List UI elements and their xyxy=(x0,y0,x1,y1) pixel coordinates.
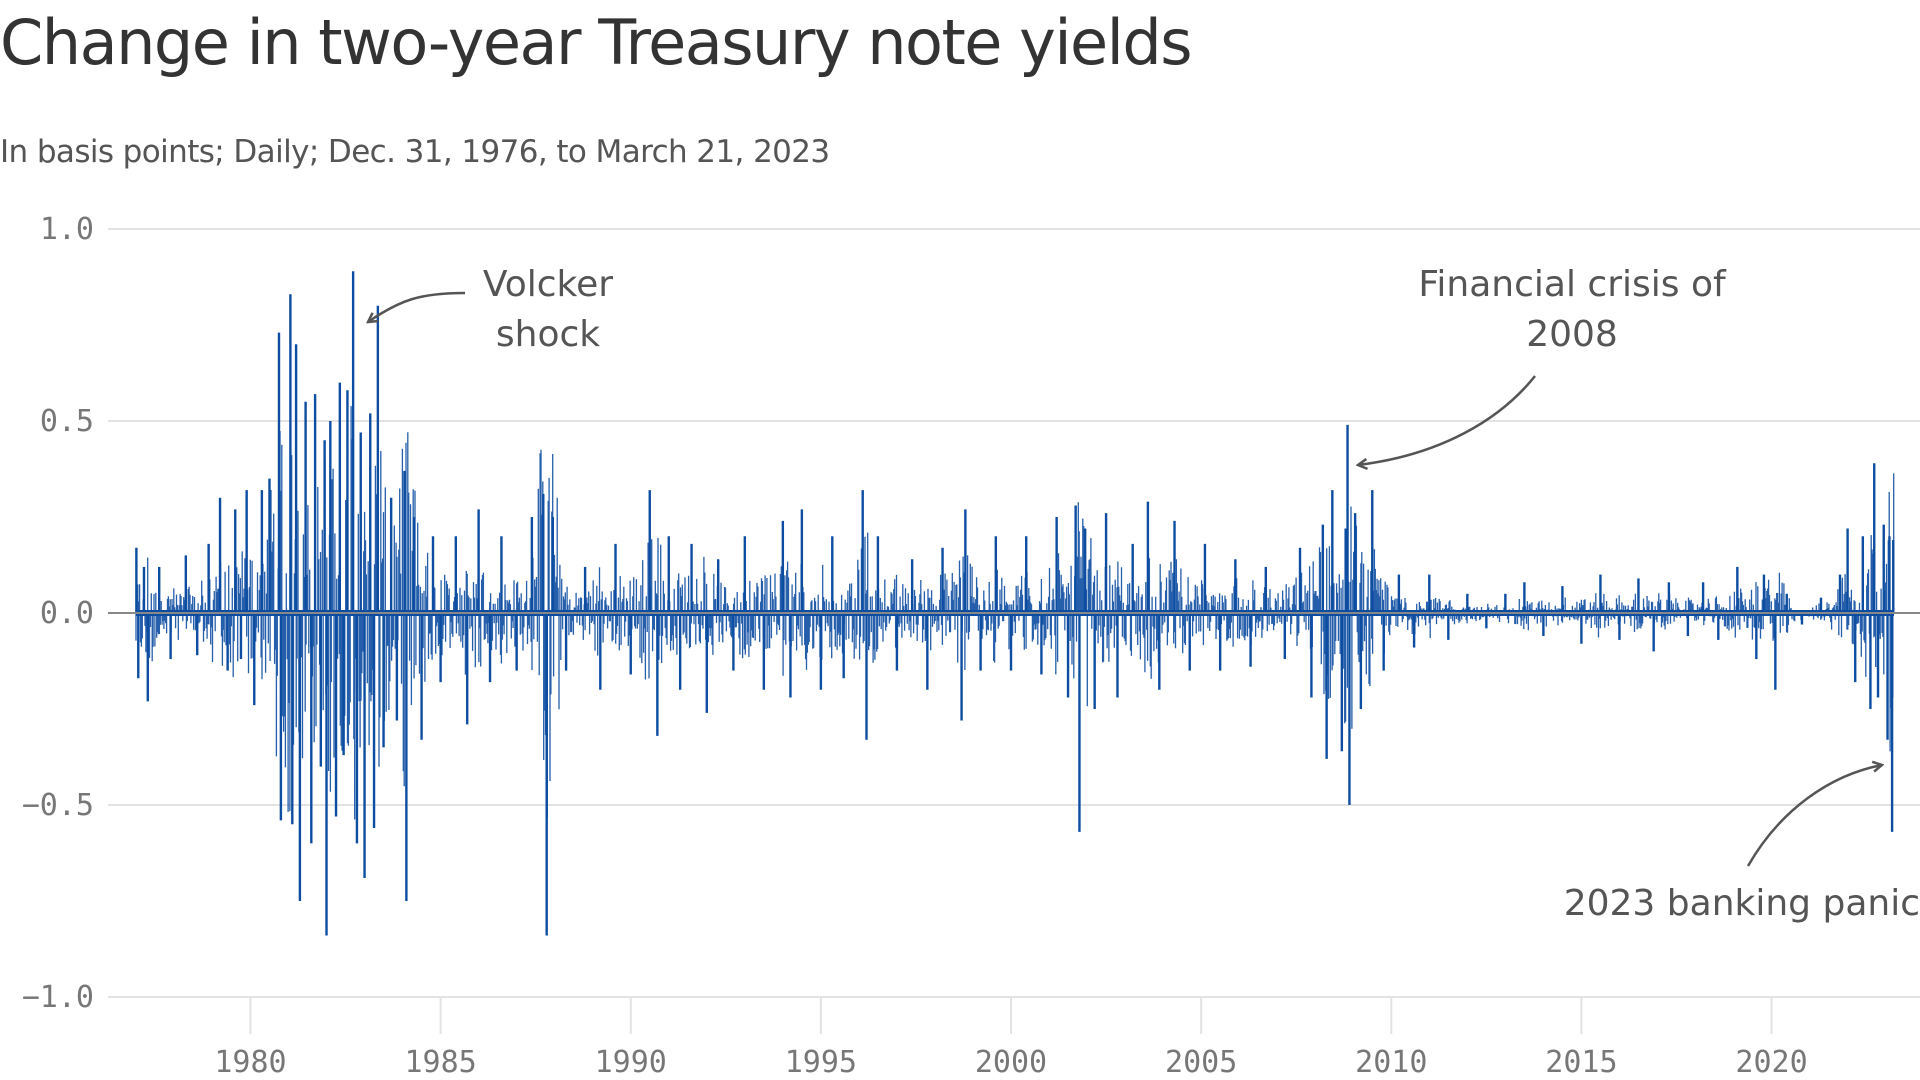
y-tick-label: −0.5 xyxy=(22,788,94,823)
series-layer xyxy=(135,271,1895,936)
y-axis-ticks: 1.0 0.5 0.0 −0.5 −1.0 xyxy=(22,212,94,1015)
annotation-text: Volcker xyxy=(483,264,613,305)
annotation: 2023 banking panic xyxy=(1564,765,1920,924)
x-axis-ticks: 1980 1985 1990 1995 2000 2005 2010 2015 2020 xyxy=(214,997,1808,1080)
x-tick-label: 1985 xyxy=(404,1045,476,1080)
annotation-text: Financial crisis of xyxy=(1418,264,1727,305)
y-tick-label: 1.0 xyxy=(40,212,94,247)
grid-lines xyxy=(108,228,1920,998)
y-tick-label: 0.0 xyxy=(40,596,94,631)
x-tick-label: 2000 xyxy=(975,1045,1047,1080)
annotation-arrow xyxy=(1358,375,1536,465)
annotation-arrow xyxy=(1746,765,1882,867)
x-tick-label: 1990 xyxy=(595,1045,667,1080)
annotation-arrow xyxy=(368,291,466,322)
x-tick-label: 1995 xyxy=(785,1045,857,1080)
chart-title: Change in two-year Treasury note yields xyxy=(0,6,1193,79)
x-tick-label: 2020 xyxy=(1735,1045,1807,1080)
annotation: Financial crisis of 2008 xyxy=(1358,264,1727,465)
y-tick-label: −1.0 xyxy=(22,980,94,1015)
x-tick-label: 2005 xyxy=(1165,1045,1237,1080)
x-tick-label: 2010 xyxy=(1355,1045,1427,1080)
annotation-text: 2023 banking panic xyxy=(1564,883,1920,924)
chart-subtitle: In basis points; Daily; Dec. 31, 1976, t… xyxy=(0,134,830,170)
annotations: Volcker shock Financial crisis of 2008 2023 … xyxy=(368,264,1920,924)
annotation-text: shock xyxy=(496,314,600,355)
x-tick-label: 1980 xyxy=(214,1045,286,1080)
annotation-text: 2008 xyxy=(1526,314,1618,355)
annotation: Volcker shock xyxy=(368,264,613,355)
y-tick-label: 0.5 xyxy=(40,404,94,439)
x-tick-label: 2015 xyxy=(1545,1045,1617,1080)
